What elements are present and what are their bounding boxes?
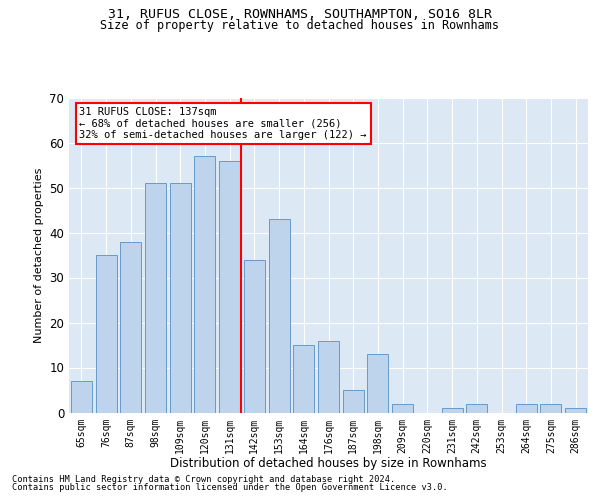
Bar: [71, 381, 92, 412]
Bar: [318, 340, 339, 412]
Text: 31 RUFUS CLOSE: 137sqm
← 68% of detached houses are smaller (256)
32% of semi-de: 31 RUFUS CLOSE: 137sqm ← 68% of detached…: [79, 107, 367, 140]
Bar: [466, 404, 487, 412]
Bar: [367, 354, 388, 412]
Bar: [541, 404, 562, 412]
Bar: [343, 390, 364, 412]
Bar: [565, 408, 586, 412]
Bar: [269, 219, 290, 412]
Bar: [95, 255, 116, 412]
Bar: [516, 404, 537, 412]
Y-axis label: Number of detached properties: Number of detached properties: [34, 168, 44, 342]
Bar: [244, 260, 265, 412]
Text: 31, RUFUS CLOSE, ROWNHAMS, SOUTHAMPTON, SO16 8LR: 31, RUFUS CLOSE, ROWNHAMS, SOUTHAMPTON, …: [108, 8, 492, 20]
Bar: [194, 156, 215, 412]
Text: Distribution of detached houses by size in Rownhams: Distribution of detached houses by size …: [170, 458, 487, 470]
Bar: [170, 183, 191, 412]
Bar: [120, 242, 141, 412]
Bar: [392, 404, 413, 412]
Text: Contains public sector information licensed under the Open Government Licence v3: Contains public sector information licen…: [12, 483, 448, 492]
Bar: [145, 183, 166, 412]
Text: Contains HM Land Registry data © Crown copyright and database right 2024.: Contains HM Land Registry data © Crown c…: [12, 475, 395, 484]
Bar: [442, 408, 463, 412]
Bar: [219, 160, 240, 412]
Bar: [293, 345, 314, 412]
Text: Size of property relative to detached houses in Rownhams: Size of property relative to detached ho…: [101, 19, 499, 32]
